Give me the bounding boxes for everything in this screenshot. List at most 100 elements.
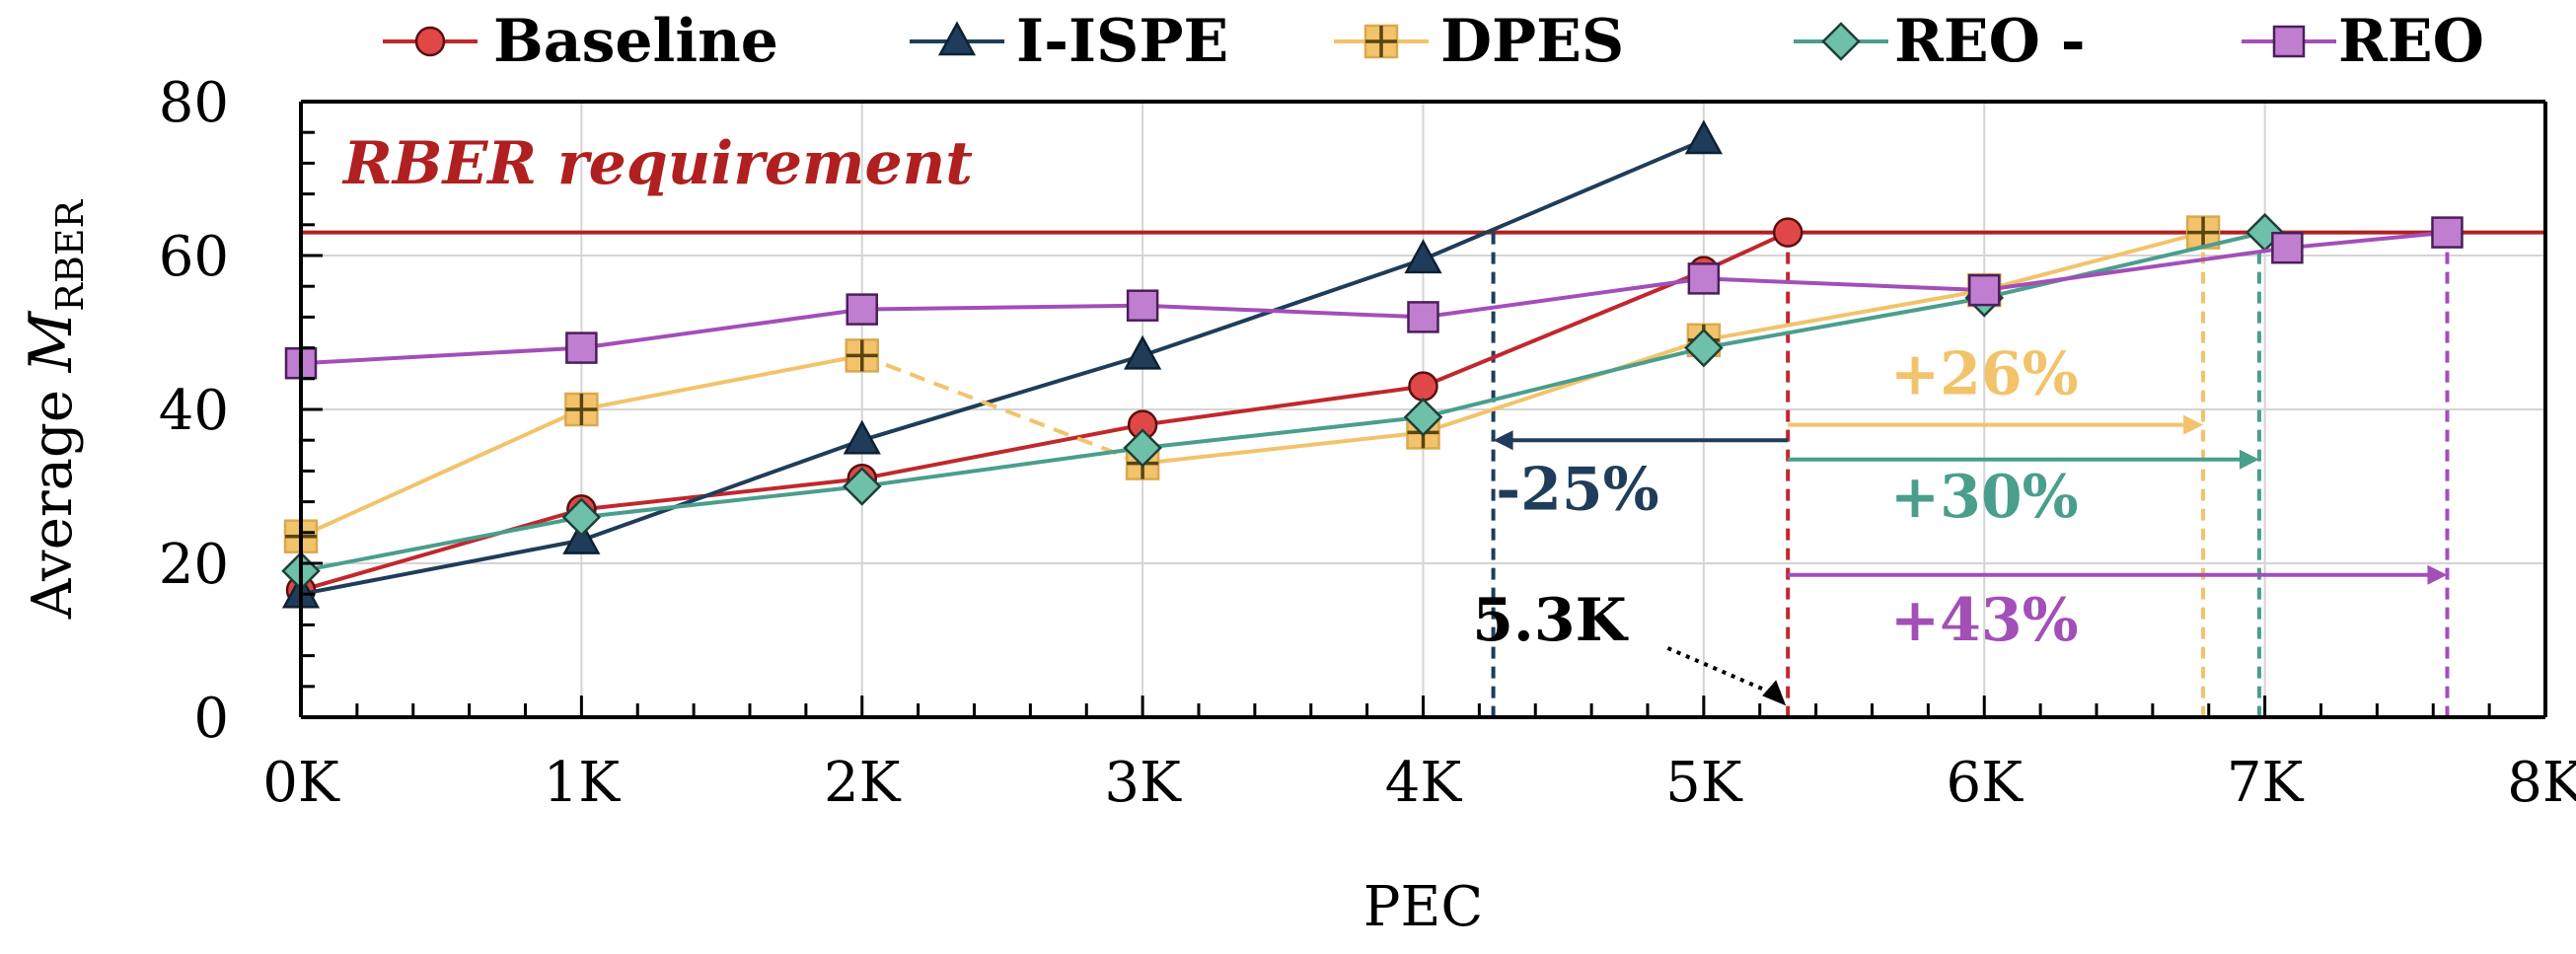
legend-label: DPES	[1440, 7, 1624, 76]
series-baseline	[285, 217, 1803, 606]
series-segment	[1422, 138, 1705, 261]
x-axis-title: PEC	[1363, 875, 1483, 939]
arrow-layer: -25% +26% +30% +43% 5.3K	[1472, 339, 2448, 706]
pointer-label: 5.3K	[1472, 586, 1628, 655]
series-reo	[281, 212, 2285, 591]
series-segment	[1422, 268, 1705, 389]
difference-arrowhead	[2427, 564, 2448, 585]
data-point	[845, 338, 879, 373]
difference-label: -25%	[1496, 455, 1658, 524]
data-point	[1684, 119, 1723, 155]
data-point	[846, 293, 878, 326]
data-point	[561, 497, 602, 537]
series-layer	[281, 119, 2464, 609]
series-segment	[1141, 414, 1424, 450]
y-tick-label: 0	[193, 687, 229, 751]
series-i-ispe	[281, 119, 1723, 609]
series-segment	[1142, 303, 1424, 320]
data-point	[1124, 334, 1162, 370]
data-point	[2431, 216, 2464, 249]
series-segment	[581, 477, 862, 512]
data-point	[1126, 289, 1159, 322]
y-axis-title-sub: RBER	[48, 198, 92, 311]
legend-marker	[1363, 24, 1399, 59]
data-point	[565, 331, 598, 364]
x-tick-label: 1K	[544, 751, 622, 815]
series-segment	[300, 515, 582, 573]
data-point	[1404, 239, 1442, 274]
difference-label: +43%	[1890, 586, 2079, 655]
data-point	[1687, 262, 1721, 295]
data-point	[1123, 428, 1162, 468]
series-segment	[1423, 345, 1705, 419]
x-tick-label: 0K	[262, 751, 340, 815]
series-segment	[1141, 384, 1424, 427]
series-segment	[300, 507, 582, 593]
legend-marker	[1821, 22, 1861, 61]
data-point	[562, 520, 601, 554]
legend-item: DPES	[1334, 7, 1624, 76]
data-point	[843, 419, 881, 455]
y-axis-title: Average MRBER	[17, 198, 92, 620]
legend-label: REO	[2338, 7, 2484, 76]
legend-label: REO -	[1894, 7, 2086, 76]
difference-label: +26%	[1890, 339, 2079, 408]
series-segment	[861, 353, 1143, 443]
difference-label: +30%	[1890, 463, 2079, 532]
y-tick-label: 40	[159, 379, 229, 443]
legend-label: Baseline	[493, 7, 778, 76]
difference-arrowhead	[1493, 430, 1513, 451]
series-reo	[284, 216, 2464, 380]
legend-item: I-ISPE	[910, 7, 1228, 76]
legend-marker	[937, 21, 977, 56]
x-tick-label: 7K	[2227, 751, 2305, 815]
x-tick-label: 6K	[1947, 751, 2024, 815]
vertical-markers	[1491, 232, 2450, 717]
legend-item: Baseline	[383, 7, 778, 76]
series-segment	[581, 484, 862, 520]
data-point	[2271, 231, 2304, 264]
legend-item: REO	[2242, 7, 2484, 76]
data-point	[842, 467, 882, 506]
legend: Baseline I-ISPE DPES REO - REO	[383, 7, 2484, 76]
series-segment	[1983, 230, 2204, 293]
series-segment	[861, 446, 1143, 488]
series-segment	[1983, 230, 2266, 300]
difference-arrowhead	[2183, 414, 2204, 435]
requirement-label: RBER requirement	[341, 129, 973, 198]
legend-marker	[2272, 25, 2306, 58]
y-axis-title-var: M	[17, 310, 86, 373]
y-tick-label: 80	[159, 71, 229, 135]
series-segment	[1141, 430, 1424, 466]
data-point	[1684, 328, 1724, 368]
data-point	[1968, 273, 2001, 307]
series-segment	[2287, 230, 2448, 251]
series-segment	[1141, 257, 1425, 358]
legend-item: REO -	[1794, 7, 2086, 76]
series-segment	[1703, 295, 1985, 350]
series-segment	[580, 353, 863, 411]
y-tick-label: 60	[159, 225, 229, 289]
series-segment	[1703, 276, 1985, 293]
requirement-layer: RBER requirement	[301, 129, 2545, 235]
pointer-arrowhead	[1762, 680, 1787, 706]
series-segment	[861, 303, 1143, 312]
series-segment	[1423, 276, 1705, 320]
pointer-line	[1666, 646, 1775, 697]
data-point	[1772, 217, 1803, 248]
legend-marker	[414, 26, 446, 57]
data-point	[1408, 371, 1438, 402]
x-tick-label: 8K	[2507, 751, 2576, 815]
series-segment	[580, 438, 863, 543]
series-segment	[300, 407, 583, 539]
series-segment	[300, 538, 582, 597]
series-segment	[1422, 337, 1705, 435]
series-segment	[1983, 246, 2288, 293]
x-tick-label: 5K	[1665, 751, 1743, 815]
x-tick-label: 2K	[824, 751, 902, 815]
series-segment	[300, 345, 582, 366]
x-tick-label: 3K	[1104, 751, 1182, 815]
y-tick-label: 20	[159, 533, 229, 597]
